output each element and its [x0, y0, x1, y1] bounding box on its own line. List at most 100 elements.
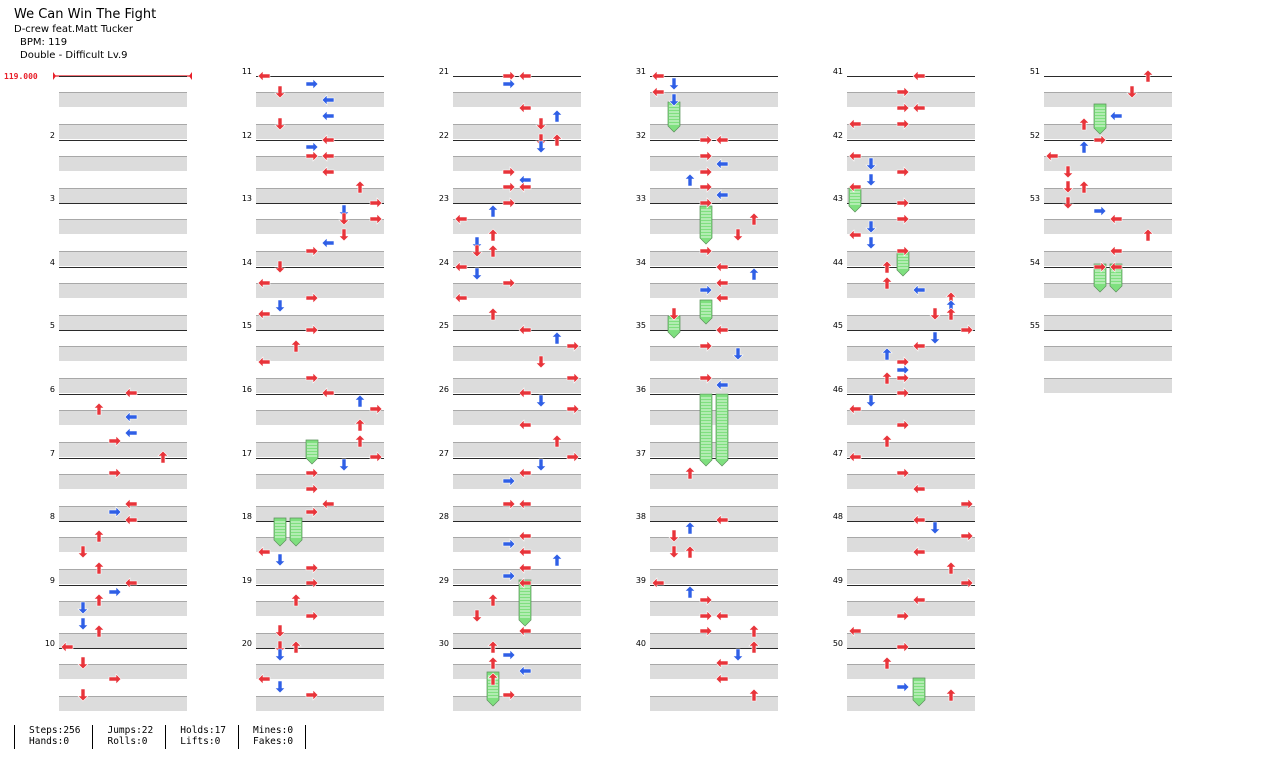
- step-arrow: [108, 586, 122, 598]
- step-arrow: [896, 681, 910, 693]
- beat-stripe: [650, 537, 778, 552]
- measure-line: [650, 140, 778, 141]
- measure-number: 19: [241, 576, 252, 585]
- beat-stripe: [650, 92, 778, 107]
- measure-number: 32: [635, 131, 646, 140]
- beat-stripe: [59, 569, 187, 584]
- measure-number: 34: [635, 258, 646, 267]
- measure-number: 16: [241, 385, 252, 394]
- song-difficulty: Double - Difficult Lv.9: [20, 50, 128, 61]
- beat-stripe: [847, 378, 975, 393]
- beat-stripe: [650, 664, 778, 679]
- measure-line: [847, 521, 975, 522]
- measure-number: 31: [635, 67, 646, 76]
- measure-line: [1044, 267, 1172, 268]
- step-arrow: [321, 110, 335, 122]
- step-arrow: [338, 204, 350, 218]
- beat-stripe: [650, 601, 778, 616]
- step-arrow: [748, 267, 760, 281]
- step-arrow: [551, 331, 563, 345]
- beat-stripe: [650, 474, 778, 489]
- beat-stripe: [847, 696, 975, 711]
- beat-stripe: [1044, 92, 1172, 107]
- measure-line: [847, 140, 975, 141]
- measure-number: 41: [832, 67, 843, 76]
- beat-stripe: [453, 251, 581, 266]
- step-arrow: [535, 140, 547, 154]
- measure-line: [1044, 76, 1172, 77]
- step-arrow: [1109, 110, 1123, 122]
- beat-stripe: [59, 696, 187, 711]
- beat-stripe: [453, 506, 581, 521]
- beat-stripe: [59, 410, 187, 425]
- measure-line: [847, 330, 975, 331]
- beat-stripe: [650, 346, 778, 361]
- beat-stripe: [847, 474, 975, 489]
- beat-stripe: [650, 378, 778, 393]
- beat-stripe: [256, 633, 384, 648]
- beat-stripe: [453, 188, 581, 203]
- step-arrow: [321, 237, 335, 249]
- beat-stripe: [847, 506, 975, 521]
- beat-stripe: [1044, 378, 1172, 393]
- beat-stripe: [59, 346, 187, 361]
- beat-stripe: [256, 601, 384, 616]
- beat-stripe: [59, 474, 187, 489]
- step-arrow: [551, 109, 563, 123]
- beat-stripe: [650, 315, 778, 330]
- measure-line: [256, 648, 384, 649]
- beat-stripe: [59, 315, 187, 330]
- chart-header: We Can Win The Fight D-crew feat.Matt Tu…: [14, 6, 156, 62]
- beat-stripe: [256, 283, 384, 298]
- beat-stripe: [59, 219, 187, 234]
- beat-stripe: [256, 442, 384, 457]
- measure-number: 5: [49, 321, 55, 330]
- measure-number: 20: [241, 639, 252, 648]
- beat-stripe: [453, 219, 581, 234]
- beat-stripe: [453, 283, 581, 298]
- beat-stripe: [453, 92, 581, 107]
- beat-stripe: [650, 188, 778, 203]
- measure-line: [59, 76, 187, 77]
- beat-stripe: [453, 442, 581, 457]
- beat-stripe: [1044, 315, 1172, 330]
- beat-stripe: [847, 410, 975, 425]
- measure-line: [847, 458, 975, 459]
- beat-stripe: [256, 537, 384, 552]
- beat-stripe: [847, 537, 975, 552]
- beat-stripe: [256, 219, 384, 234]
- measure-line: [847, 203, 975, 204]
- stat-hands: Hands:0: [29, 736, 70, 747]
- measure-number: 25: [438, 321, 449, 330]
- measure-line: [650, 267, 778, 268]
- stat-rolls: Rolls:0: [107, 736, 148, 747]
- measure-line: [453, 140, 581, 141]
- beat-stripe: [59, 664, 187, 679]
- step-arrow: [487, 204, 499, 218]
- beat-stripe: [59, 506, 187, 521]
- beat-stripe: [847, 283, 975, 298]
- beat-stripe: [453, 156, 581, 171]
- stat-steps: Steps:256: [29, 725, 81, 736]
- measure-number: 39: [635, 576, 646, 585]
- measure-line: [453, 458, 581, 459]
- stat-group-jumps: Jumps:22 Rolls:0: [92, 725, 165, 749]
- measure-number: 50: [832, 639, 843, 648]
- measure-number: 37: [635, 449, 646, 458]
- beat-stripe: [847, 156, 975, 171]
- beat-stripe: [256, 474, 384, 489]
- measure-number: 12: [241, 131, 252, 140]
- stats-bar: Steps:256 Hands:0 Jumps:22 Rolls:0 Holds…: [14, 725, 307, 749]
- measure-line: [256, 267, 384, 268]
- beat-stripe: [650, 410, 778, 425]
- beat-stripe: [453, 696, 581, 711]
- beat-stripe: [59, 378, 187, 393]
- measure-line: [256, 140, 384, 141]
- step-arrow: [865, 394, 877, 408]
- measure-line: [1044, 330, 1172, 331]
- beat-stripe: [256, 251, 384, 266]
- step-arrow: [865, 236, 877, 250]
- beat-stripe: [1044, 156, 1172, 171]
- beat-stripe: [650, 251, 778, 266]
- measure-number: 15: [241, 321, 252, 330]
